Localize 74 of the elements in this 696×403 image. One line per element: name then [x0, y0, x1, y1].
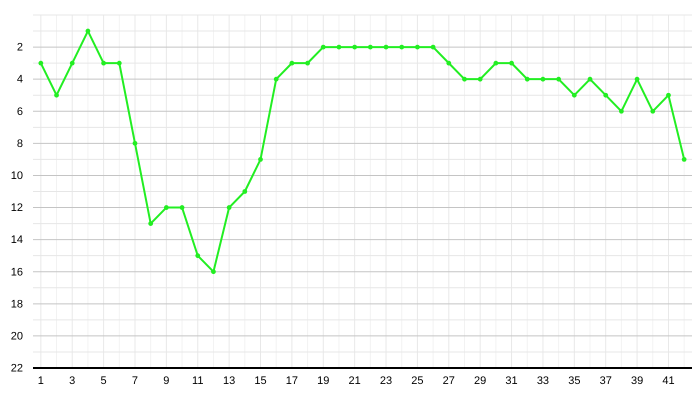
point — [101, 60, 106, 66]
y-tick-label: 8 — [16, 138, 23, 150]
point — [462, 76, 467, 82]
point — [38, 60, 44, 66]
point — [336, 44, 342, 50]
point — [274, 76, 279, 82]
point — [634, 76, 640, 82]
point — [305, 60, 310, 66]
point — [148, 221, 154, 226]
point — [540, 76, 546, 82]
x-tick-label: 37 — [600, 374, 612, 387]
y-tick-label: 20 — [10, 330, 23, 342]
x-tick-label: 39 — [630, 374, 644, 387]
point — [195, 253, 200, 258]
point — [258, 157, 263, 162]
x-tick-label: 17 — [286, 374, 298, 387]
x-tick-label: 25 — [411, 374, 424, 387]
point — [650, 108, 656, 114]
point — [86, 28, 90, 34]
point — [446, 60, 452, 66]
point — [320, 44, 326, 50]
point — [242, 189, 248, 194]
point — [368, 44, 373, 50]
y-tick-label: 16 — [10, 266, 23, 278]
point — [384, 44, 388, 50]
y-tick-label: 2 — [16, 42, 23, 54]
point — [682, 157, 687, 162]
y-tick-label: 12 — [10, 202, 23, 214]
point — [132, 140, 138, 146]
x-tick-label: 33 — [536, 374, 550, 387]
point — [116, 60, 122, 66]
point — [226, 205, 232, 210]
x-tick-label: 11 — [192, 374, 204, 387]
point — [164, 205, 169, 210]
x-tick-label: 3 — [69, 374, 76, 387]
point — [524, 76, 530, 82]
point — [666, 92, 671, 98]
x-tick-label: 23 — [380, 374, 392, 387]
y-tick-label: 18 — [10, 298, 23, 310]
x-tick-label: 7 — [132, 374, 138, 387]
point — [509, 60, 514, 66]
point — [619, 108, 624, 114]
point — [180, 205, 184, 210]
point — [493, 60, 498, 66]
y-tick-label: 14 — [10, 234, 23, 246]
point — [70, 60, 75, 66]
point — [572, 92, 577, 98]
y-tick-label: 10 — [10, 170, 23, 182]
x-tick-label: 29 — [474, 374, 486, 387]
point — [588, 76, 592, 82]
y-tick-label: 6 — [16, 106, 23, 118]
x-tick-label: 13 — [223, 374, 236, 387]
point — [290, 60, 294, 66]
point — [54, 92, 59, 98]
x-tick-label: 27 — [442, 374, 455, 387]
x-tick-label: 5 — [100, 374, 107, 387]
x-tick-label: 15 — [254, 374, 267, 387]
x-tick-label: 1 — [38, 374, 44, 387]
point — [415, 44, 420, 50]
point — [352, 44, 358, 50]
x-tick-label: 9 — [163, 374, 170, 387]
x-tick-label: 19 — [317, 374, 330, 387]
point — [399, 44, 404, 50]
y-tick-label: 4 — [16, 74, 23, 86]
point — [430, 44, 436, 50]
y-tick-label: 22 — [10, 362, 23, 375]
point — [478, 76, 483, 82]
point — [556, 76, 562, 82]
x-tick-label: 21 — [348, 374, 361, 387]
point — [603, 92, 608, 98]
x-tick-label: 35 — [568, 374, 580, 387]
x-tick-label: 31 — [505, 374, 518, 387]
x-tick-label: 41 — [662, 374, 675, 387]
point — [211, 269, 216, 274]
